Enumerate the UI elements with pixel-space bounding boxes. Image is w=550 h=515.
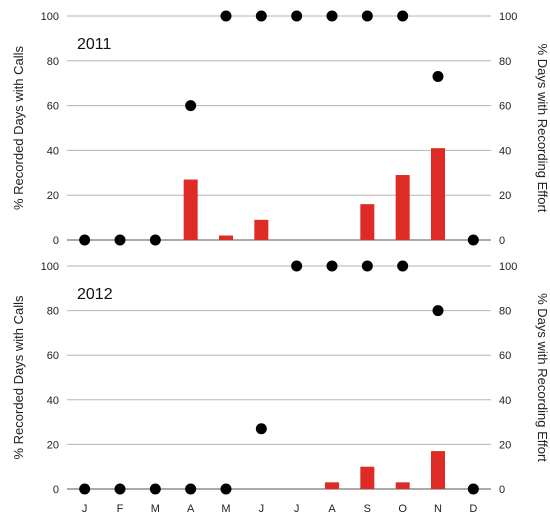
bar xyxy=(395,175,410,240)
data-point xyxy=(220,10,232,22)
y-axis-title-right: % Days with Recording Effort xyxy=(535,293,550,462)
bar xyxy=(183,179,198,240)
y-tick-label-left: 80 xyxy=(47,56,59,68)
bar xyxy=(360,204,375,240)
y-tick-label-right: 100 xyxy=(499,261,517,273)
data-point xyxy=(326,10,338,22)
panel-year-label: 2012 xyxy=(77,286,113,303)
y-tick-label-left: 20 xyxy=(47,190,59,202)
bar xyxy=(360,466,375,489)
data-point xyxy=(397,260,409,272)
data-point xyxy=(185,483,197,495)
y-tick-label-left: 40 xyxy=(47,395,59,407)
y-tick-label-left: 20 xyxy=(47,439,59,451)
y-tick-label-right: 40 xyxy=(499,145,511,157)
x-tick-label: D xyxy=(469,503,477,515)
bar xyxy=(395,482,410,489)
y-tick-label-right: 80 xyxy=(499,56,511,68)
bar xyxy=(219,235,233,240)
x-tick-label: O xyxy=(398,503,407,515)
data-point xyxy=(326,260,338,272)
data-point xyxy=(114,234,126,246)
data-point xyxy=(432,305,444,317)
x-tick-label: A xyxy=(328,503,336,515)
data-point xyxy=(291,10,303,22)
data-point xyxy=(467,483,479,495)
y-tick-label-left: 0 xyxy=(53,235,59,247)
data-point xyxy=(114,483,126,495)
y-axis-title-right: % Days with Recording Effort xyxy=(535,44,550,213)
x-tick-label: J xyxy=(259,503,265,515)
data-point xyxy=(361,260,373,272)
data-point xyxy=(432,70,444,82)
y-tick-label-left: 60 xyxy=(47,101,59,113)
panel-year-label: 2011 xyxy=(77,36,112,53)
y-tick-label-right: 80 xyxy=(499,306,511,318)
data-point xyxy=(79,483,91,495)
y-tick-label-right: 20 xyxy=(499,190,511,202)
x-tick-label: J xyxy=(294,503,300,515)
data-point xyxy=(255,423,267,435)
data-point xyxy=(149,483,161,495)
bar xyxy=(254,219,269,240)
data-point xyxy=(397,10,409,22)
y-tick-label-right: 0 xyxy=(499,484,505,496)
data-point xyxy=(185,100,197,112)
data-point xyxy=(467,234,479,246)
y-tick-label-left: 0 xyxy=(53,484,59,496)
x-tick-label: M xyxy=(151,503,160,515)
y-axis-title-left: % Recorded Days with Calls xyxy=(11,46,26,211)
bar xyxy=(431,148,445,240)
y-tick-label-left: 100 xyxy=(41,261,59,273)
data-point xyxy=(361,10,373,22)
x-tick-label: S xyxy=(364,503,371,515)
y-tick-label-right: 20 xyxy=(499,439,511,451)
x-tick-label: F xyxy=(117,503,124,515)
x-tick-label: A xyxy=(187,503,195,515)
bar xyxy=(325,482,339,489)
y-tick-label-right: 60 xyxy=(499,101,511,113)
y-tick-label-right: 40 xyxy=(499,395,511,407)
data-point xyxy=(255,10,267,22)
x-tick-label: J xyxy=(82,503,88,515)
y-tick-label-right: 60 xyxy=(499,350,511,362)
y-tick-label-left: 80 xyxy=(47,306,59,318)
y-tick-label-right: 0 xyxy=(499,235,505,247)
y-tick-label-right: 100 xyxy=(499,11,517,23)
y-axis-title-left: % Recorded Days with Calls xyxy=(11,295,26,460)
x-tick-label: N xyxy=(434,503,442,515)
data-point xyxy=(79,234,91,246)
y-tick-label-left: 60 xyxy=(47,350,59,362)
x-tick-label: M xyxy=(221,503,230,515)
data-point xyxy=(291,260,303,272)
data-point xyxy=(220,483,232,495)
y-tick-label-left: 100 xyxy=(41,11,59,23)
data-point xyxy=(149,234,161,246)
bar xyxy=(431,451,445,489)
y-tick-label-left: 40 xyxy=(47,145,59,157)
